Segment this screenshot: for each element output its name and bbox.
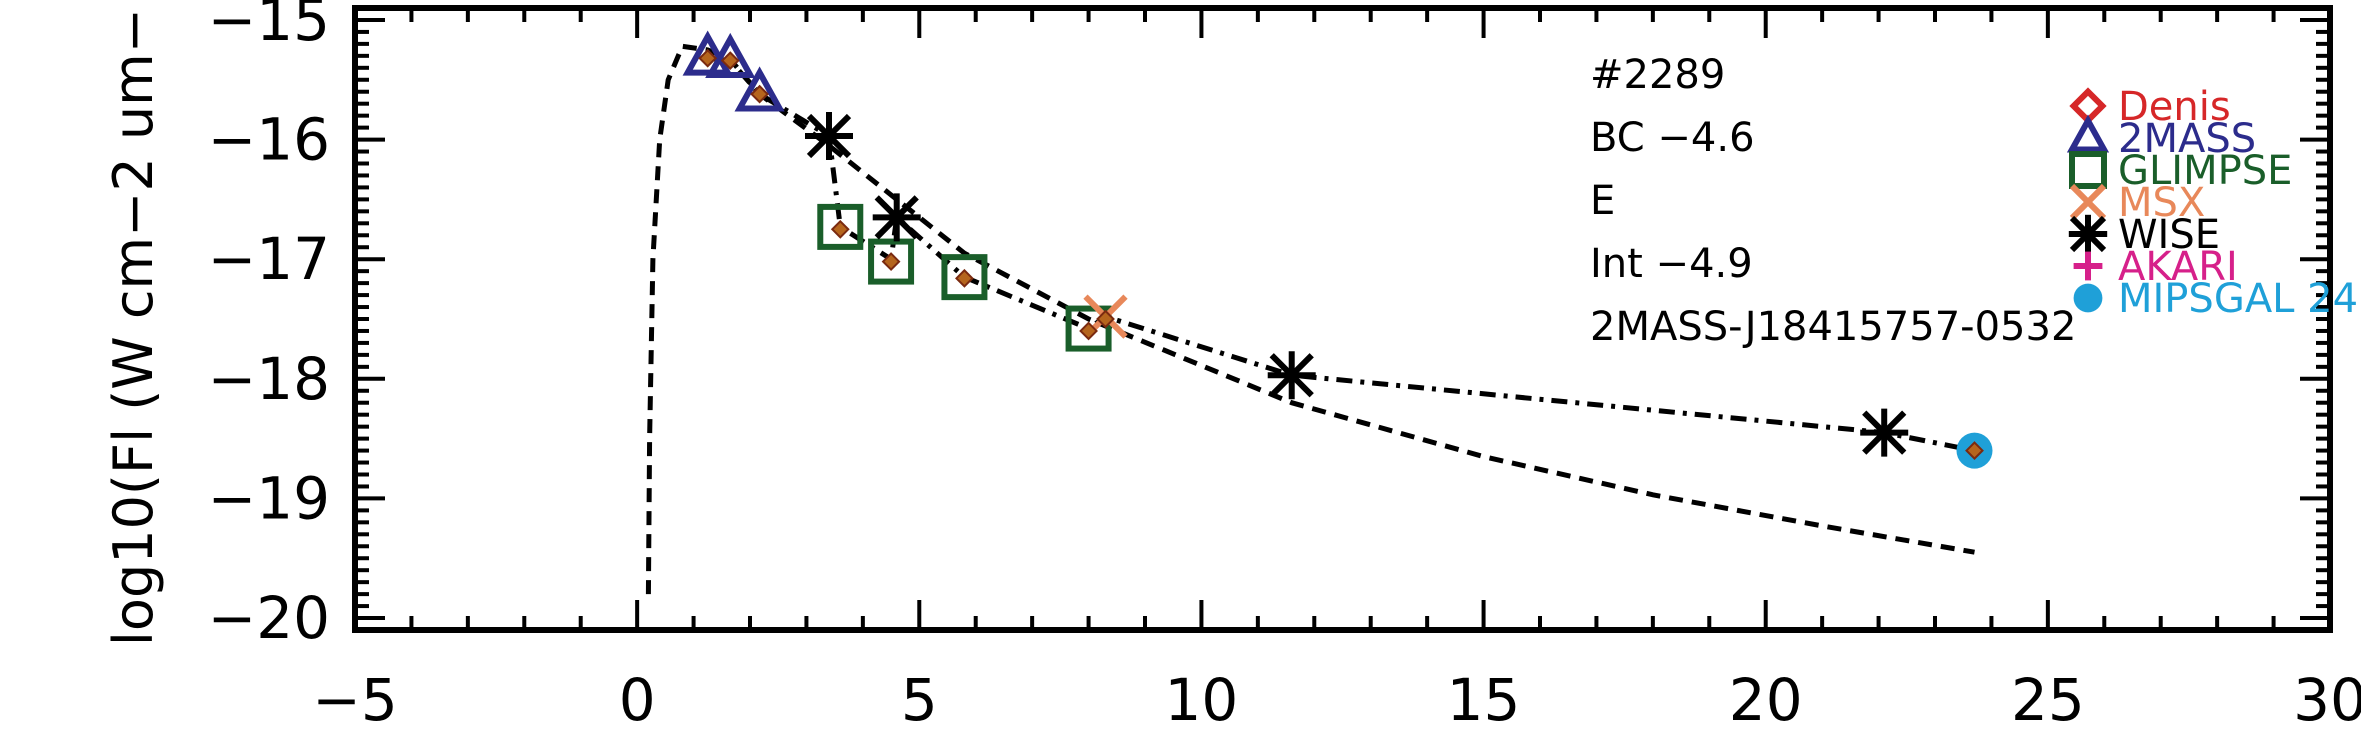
data-point-2mass [734, 66, 785, 112]
data-point-glimpse [868, 238, 915, 285]
data-point-model-diamond [955, 268, 974, 288]
legend-label: GLIMPSE [2118, 148, 2292, 194]
x-tick-label: 30 [2293, 666, 2361, 734]
data-point-model-diamond [720, 51, 740, 71]
data-point-wise [872, 193, 921, 242]
model-curve-dashed [645, 43, 1975, 595]
y-tick-label: −15 [208, 0, 330, 54]
data-point-2mass [705, 32, 756, 79]
data-point-2mass [682, 30, 733, 76]
x-tick-label: −5 [312, 666, 398, 734]
legend-marker-mipsgal-24 [2073, 283, 2103, 313]
data-point-wise [1267, 351, 1316, 400]
annotation-text: #2289 [1590, 52, 1725, 98]
data-point-glimpse [817, 203, 864, 250]
legend-marker-wise [2068, 214, 2108, 254]
data-point-model-diamond [750, 84, 770, 104]
x-tick-label: 25 [2011, 666, 2085, 734]
x-tick-label: 15 [1447, 666, 1521, 734]
legend-marker-msx [2069, 183, 2107, 221]
y-axis-label: log10(Fl (W cm−2 um− [102, 8, 165, 646]
x-tick-label: 0 [619, 666, 656, 734]
data-point-model-diamond [1965, 441, 1984, 460]
data-point-wise [805, 111, 853, 160]
legend-marker-akari [2073, 251, 2103, 281]
y-tick-label: −18 [208, 345, 330, 413]
data-point-model-diamond [1079, 321, 1098, 341]
legend-label: MIPSGAL 24 [2118, 276, 2358, 322]
data-point-model-diamond [830, 219, 850, 239]
data-point-model-diamond [698, 48, 718, 68]
data-point-glimpse [1065, 305, 1112, 352]
legend-marker-glimpse [2069, 151, 2107, 189]
y-tick-label: −17 [208, 225, 330, 293]
y-tick-label: −16 [208, 106, 330, 174]
annotation-text: Int −4.9 [1590, 241, 1753, 287]
annotation-text: E [1590, 178, 1615, 224]
legend-label: WISE [2118, 212, 2220, 258]
legend-label: MSX [2118, 180, 2205, 226]
x-tick-label: 10 [1165, 666, 1239, 734]
x-tick-label: 20 [1729, 666, 1803, 734]
annotation-text: BC −4.6 [1590, 115, 1755, 161]
data-point-model-diamond [881, 252, 901, 271]
plot-frame [352, 5, 2333, 633]
annotation-text: 2MASS-J18415757-0532 [1590, 304, 2076, 350]
data-point-model-diamond [1096, 309, 1115, 329]
annotations: #2289 BC −4.6 E Int −4.9 2MASS-J18415757-053… [1590, 52, 2076, 350]
legend-label: AKARI [2118, 244, 2238, 290]
legend-label: Denis [2118, 84, 2231, 130]
x-tick-label: 5 [901, 666, 938, 734]
model-curve-dash-dot [707, 55, 1975, 454]
y-tick-label: −20 [208, 584, 330, 652]
legend-marker-2mass [2066, 114, 2110, 153]
data-point-wise [1860, 408, 1909, 457]
data-markers [682, 30, 1993, 469]
data-point-glimpse [941, 254, 988, 301]
tick-labels: −5 0 5 10 15 20 25 30 −20 −19 −18 −17 −16 −15 [208, 0, 2361, 734]
legend-label: 2MASS [2118, 116, 2256, 162]
y-tick-label: −19 [208, 464, 330, 532]
